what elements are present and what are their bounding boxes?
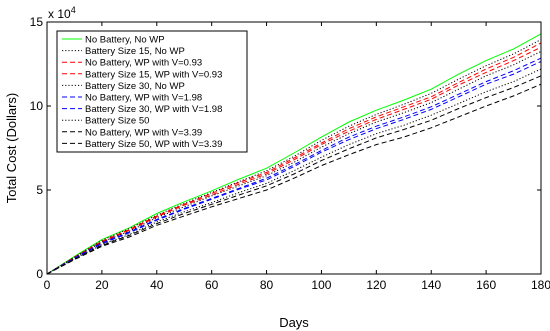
plot-frame (46, 21, 542, 275)
series-line-4 (46, 46, 542, 275)
legend-label-1: No Battery, No WP (85, 35, 165, 46)
legend-label-4: Battery Size 15, WP with V=0.93 (85, 69, 222, 80)
x-tick-label: 100 (311, 278, 331, 292)
x-tick-label: 0 (44, 278, 51, 292)
x-tick-label: 40 (150, 278, 164, 292)
x-tick-label: 160 (476, 278, 496, 292)
x-tick-label: 140 (421, 278, 441, 292)
legend-label-9: No Battery, WP with V=3.39 (85, 127, 202, 138)
legend-label-6: No Battery, WP with V=1.98 (85, 93, 202, 104)
axis-ticks: 0 20 40 60 80 100 120 140 160 180 0 5 10 15 (30, 15, 550, 292)
x-tick-label: 120 (366, 278, 386, 292)
y-tick-label: 5 (36, 183, 43, 197)
legend-label-3: No Battery, WP with V=0.93 (85, 58, 202, 69)
series-line-10 (46, 83, 542, 275)
series-line-5 (46, 50, 542, 275)
legend-box (56, 30, 248, 153)
x-axis-label: Days (279, 315, 309, 330)
series-line-3 (46, 42, 542, 275)
x-tick-label: 80 (260, 278, 274, 292)
series-line-9 (46, 75, 542, 275)
legend-label-8: Battery Size 50 (85, 116, 149, 127)
series-line-7 (46, 61, 542, 275)
x-tick-label: 180 (531, 278, 550, 292)
series-line-1 (46, 33, 542, 275)
legend-label-5: Battery Size 30, No WP (85, 81, 185, 92)
legend-label-7: Battery Size 30, WP with V=1.98 (85, 104, 222, 115)
y-tick-label: 15 (30, 15, 44, 29)
legend-label-2: Battery Size 15, No WP (85, 46, 185, 57)
y-tick-label: 0 (36, 267, 43, 281)
series-line-6 (46, 57, 542, 275)
y-axis-label: Total Cost (Dollars) (4, 93, 19, 204)
x-tick-label: 20 (95, 278, 109, 292)
legend-label-10: Battery Size 50, WP with V=3.39 (85, 139, 222, 150)
y-exponent-label: x 104 (48, 5, 76, 21)
x-tick-label: 60 (205, 278, 219, 292)
y-tick-label: 10 (30, 99, 44, 113)
series-layer (46, 33, 542, 275)
